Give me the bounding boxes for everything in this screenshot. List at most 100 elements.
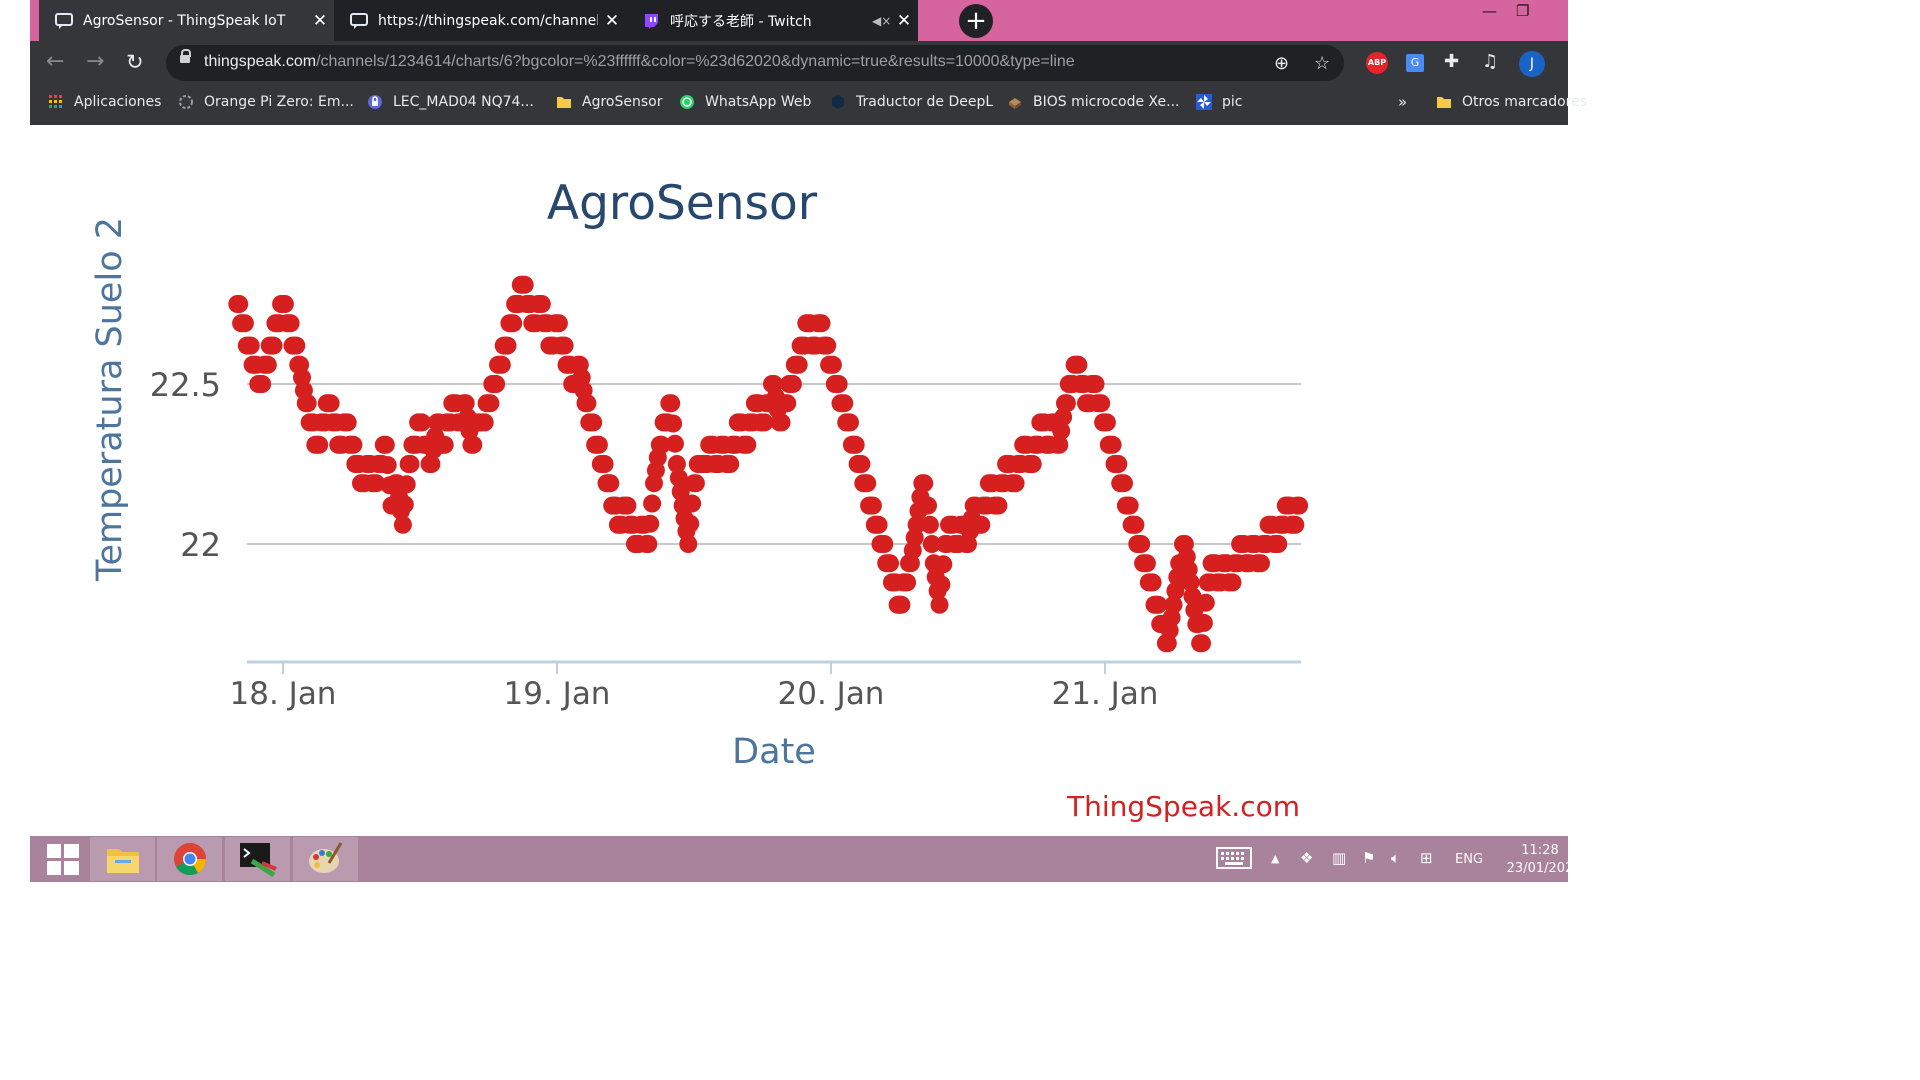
data-point[interactable] (679, 535, 698, 553)
data-point[interactable] (412, 413, 431, 432)
data-point[interactable] (1132, 535, 1151, 553)
bookmark-pic[interactable]: pic (1196, 94, 1242, 110)
data-point[interactable] (1193, 634, 1211, 653)
data-point[interactable] (1115, 474, 1133, 493)
chrome-button[interactable] (157, 837, 222, 881)
data-point[interactable] (578, 394, 597, 413)
tab-agrosensor[interactable]: AgroSensor - ThingSpeak IoT ✕ (39, 0, 334, 41)
data-point[interactable] (235, 314, 254, 333)
data-point[interactable] (532, 295, 551, 313)
data-point[interactable] (618, 496, 637, 515)
bookmark-bios-microcode[interactable]: BIOS microcode Xe... (1007, 94, 1179, 110)
data-point[interactable] (686, 474, 705, 493)
data-point[interactable] (641, 514, 660, 533)
google-translate-icon[interactable]: G (1406, 54, 1424, 72)
back-arrow-icon[interactable]: ← (46, 49, 65, 74)
data-point[interactable] (915, 474, 934, 493)
data-point[interactable] (464, 435, 483, 454)
data-point[interactable] (1054, 408, 1073, 427)
show-hidden-icons-icon[interactable]: ▲ (1271, 852, 1280, 865)
data-point[interactable] (755, 413, 774, 432)
data-point[interactable] (1097, 413, 1116, 432)
bookmark-agrosensor[interactable]: AgroSensor (556, 94, 662, 110)
data-point[interactable] (1023, 455, 1042, 473)
tab-close-icon[interactable]: ✕ (604, 10, 620, 31)
data-point[interactable] (1103, 435, 1122, 454)
data-point[interactable] (310, 435, 329, 454)
data-point[interactable] (841, 413, 859, 432)
data-point[interactable] (298, 394, 317, 413)
data-point[interactable] (344, 435, 363, 454)
data-point[interactable] (515, 275, 534, 294)
data-point[interactable] (721, 455, 740, 473)
data-point[interactable] (397, 475, 416, 494)
address-bar[interactable]: thingspeak.com/channels/1234614/charts/6… (166, 45, 1344, 81)
data-point[interactable] (643, 494, 662, 513)
paint-button[interactable] (293, 837, 358, 881)
profile-avatar[interactable]: J (1519, 51, 1545, 77)
data-point[interactable] (667, 455, 686, 473)
terminal-button[interactable] (225, 837, 290, 881)
data-point[interactable] (858, 474, 877, 493)
data-point[interactable] (652, 435, 671, 454)
data-point[interactable] (475, 413, 494, 432)
bookmark-otros-marcadores[interactable]: Otros marcadores (1436, 94, 1587, 110)
data-point[interactable] (1069, 355, 1088, 374)
data-point[interactable] (281, 314, 300, 333)
data-point[interactable] (1050, 435, 1069, 454)
data-point[interactable] (378, 456, 397, 475)
data-point[interactable] (1196, 593, 1215, 612)
data-point[interactable] (1269, 535, 1288, 553)
data-point[interactable] (934, 555, 953, 574)
data-point[interactable] (321, 394, 340, 413)
data-point[interactable] (783, 375, 802, 393)
data-point[interactable] (989, 496, 1008, 515)
data-point[interactable] (230, 295, 249, 313)
data-point[interactable] (504, 314, 523, 333)
data-point[interactable] (287, 336, 306, 355)
data-point[interactable] (1164, 595, 1183, 614)
data-point[interactable] (275, 295, 294, 313)
data-point[interactable] (338, 413, 357, 432)
data-point[interactable] (671, 482, 690, 501)
tab-close-icon[interactable]: ✕ (896, 10, 912, 31)
action-center-flag-icon[interactable]: ⚑ (1362, 849, 1376, 867)
data-point[interactable] (1109, 455, 1128, 473)
bookmark-lec-mad04[interactable]: LEC_MAD04 NQ74... (367, 94, 534, 110)
tab-thingspeak-channels[interactable]: https://thingspeak.com/channels ✕ (334, 0, 626, 41)
data-point[interactable] (1052, 421, 1071, 440)
data-point[interactable] (1166, 581, 1185, 600)
data-point[interactable] (456, 394, 475, 413)
data-point[interactable] (898, 573, 917, 592)
data-point[interactable] (555, 336, 574, 355)
data-point[interactable] (919, 496, 937, 515)
data-point[interactable] (492, 355, 511, 374)
dropbox-icon[interactable]: ❖ (1300, 849, 1314, 867)
data-point[interactable] (930, 595, 949, 614)
data-point[interactable] (589, 435, 608, 454)
data-point[interactable] (498, 336, 517, 355)
data-point[interactable] (852, 455, 871, 473)
forward-arrow-icon[interactable]: → (86, 49, 105, 74)
media-control-icon[interactable]: ♫ (1482, 51, 1499, 72)
data-point[interactable] (1223, 573, 1242, 592)
data-point[interactable] (401, 455, 420, 473)
data-point[interactable] (1290, 496, 1309, 515)
data-point[interactable] (869, 515, 888, 534)
speaker-muted-icon[interactable]: ◀× (872, 13, 892, 28)
minimize-icon[interactable]: — (1482, 2, 1497, 20)
data-point[interactable] (584, 413, 603, 432)
data-point[interactable] (681, 514, 700, 533)
data-point[interactable] (422, 455, 441, 473)
data-point[interactable] (1252, 554, 1270, 573)
data-point[interactable] (881, 554, 899, 573)
data-point[interactable] (812, 314, 831, 333)
data-point[interactable] (818, 336, 837, 355)
data-point[interactable] (932, 575, 951, 594)
device-icon[interactable]: ▥ (1332, 849, 1347, 867)
data-point[interactable] (892, 595, 911, 614)
data-point[interactable] (1149, 595, 1168, 614)
file-explorer-button[interactable] (90, 837, 155, 881)
data-point[interactable] (669, 468, 688, 487)
data-point[interactable] (487, 375, 506, 393)
